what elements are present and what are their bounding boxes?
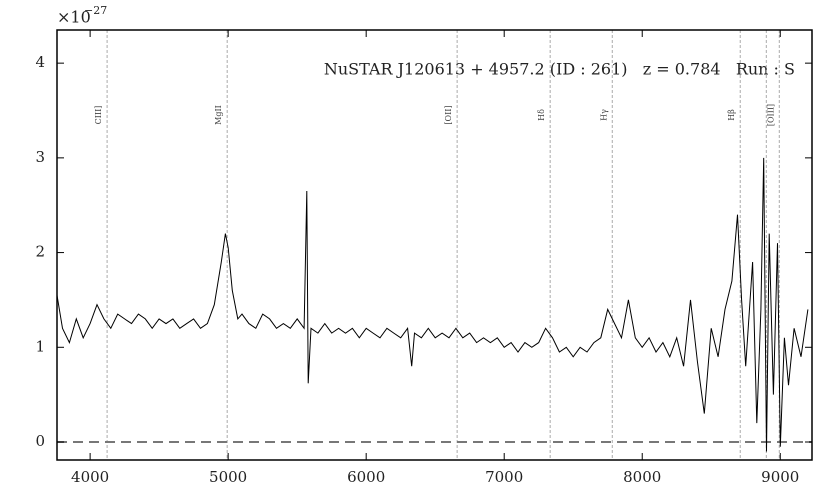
marker-label: CIII] — [94, 106, 103, 125]
y-scale-base: ×10 — [57, 8, 91, 27]
marker-label: [OIII] — [766, 104, 775, 126]
y-scale-exponent: −27 — [84, 4, 107, 17]
y-tick-label: 3 — [35, 148, 45, 166]
x-tick-label: 9000 — [761, 468, 799, 486]
y-tick-label: 0 — [35, 432, 45, 450]
x-tick-label: 4000 — [71, 468, 109, 486]
x-tick-label: 5000 — [209, 468, 247, 486]
y-tick-label: 1 — [35, 337, 45, 355]
x-tick-label: 7000 — [485, 468, 523, 486]
marker-label: Hβ — [727, 109, 736, 121]
annotation: NuSTAR J120613 + 4957.2 (ID : 261) z = 0… — [324, 60, 795, 79]
x-tick-label: 8000 — [623, 468, 661, 486]
marker-label: Hγ — [599, 109, 608, 121]
plot-frame — [56, 29, 813, 461]
x-tick-label: 6000 — [347, 468, 385, 486]
marker-label: MgII — [214, 105, 223, 125]
y-tick-label: 4 — [35, 53, 45, 71]
y-tick-label: 2 — [35, 243, 45, 261]
marker-label: Hδ — [537, 109, 546, 121]
spectrum-line — [56, 157, 809, 452]
marker-label: [OII] — [444, 105, 453, 124]
